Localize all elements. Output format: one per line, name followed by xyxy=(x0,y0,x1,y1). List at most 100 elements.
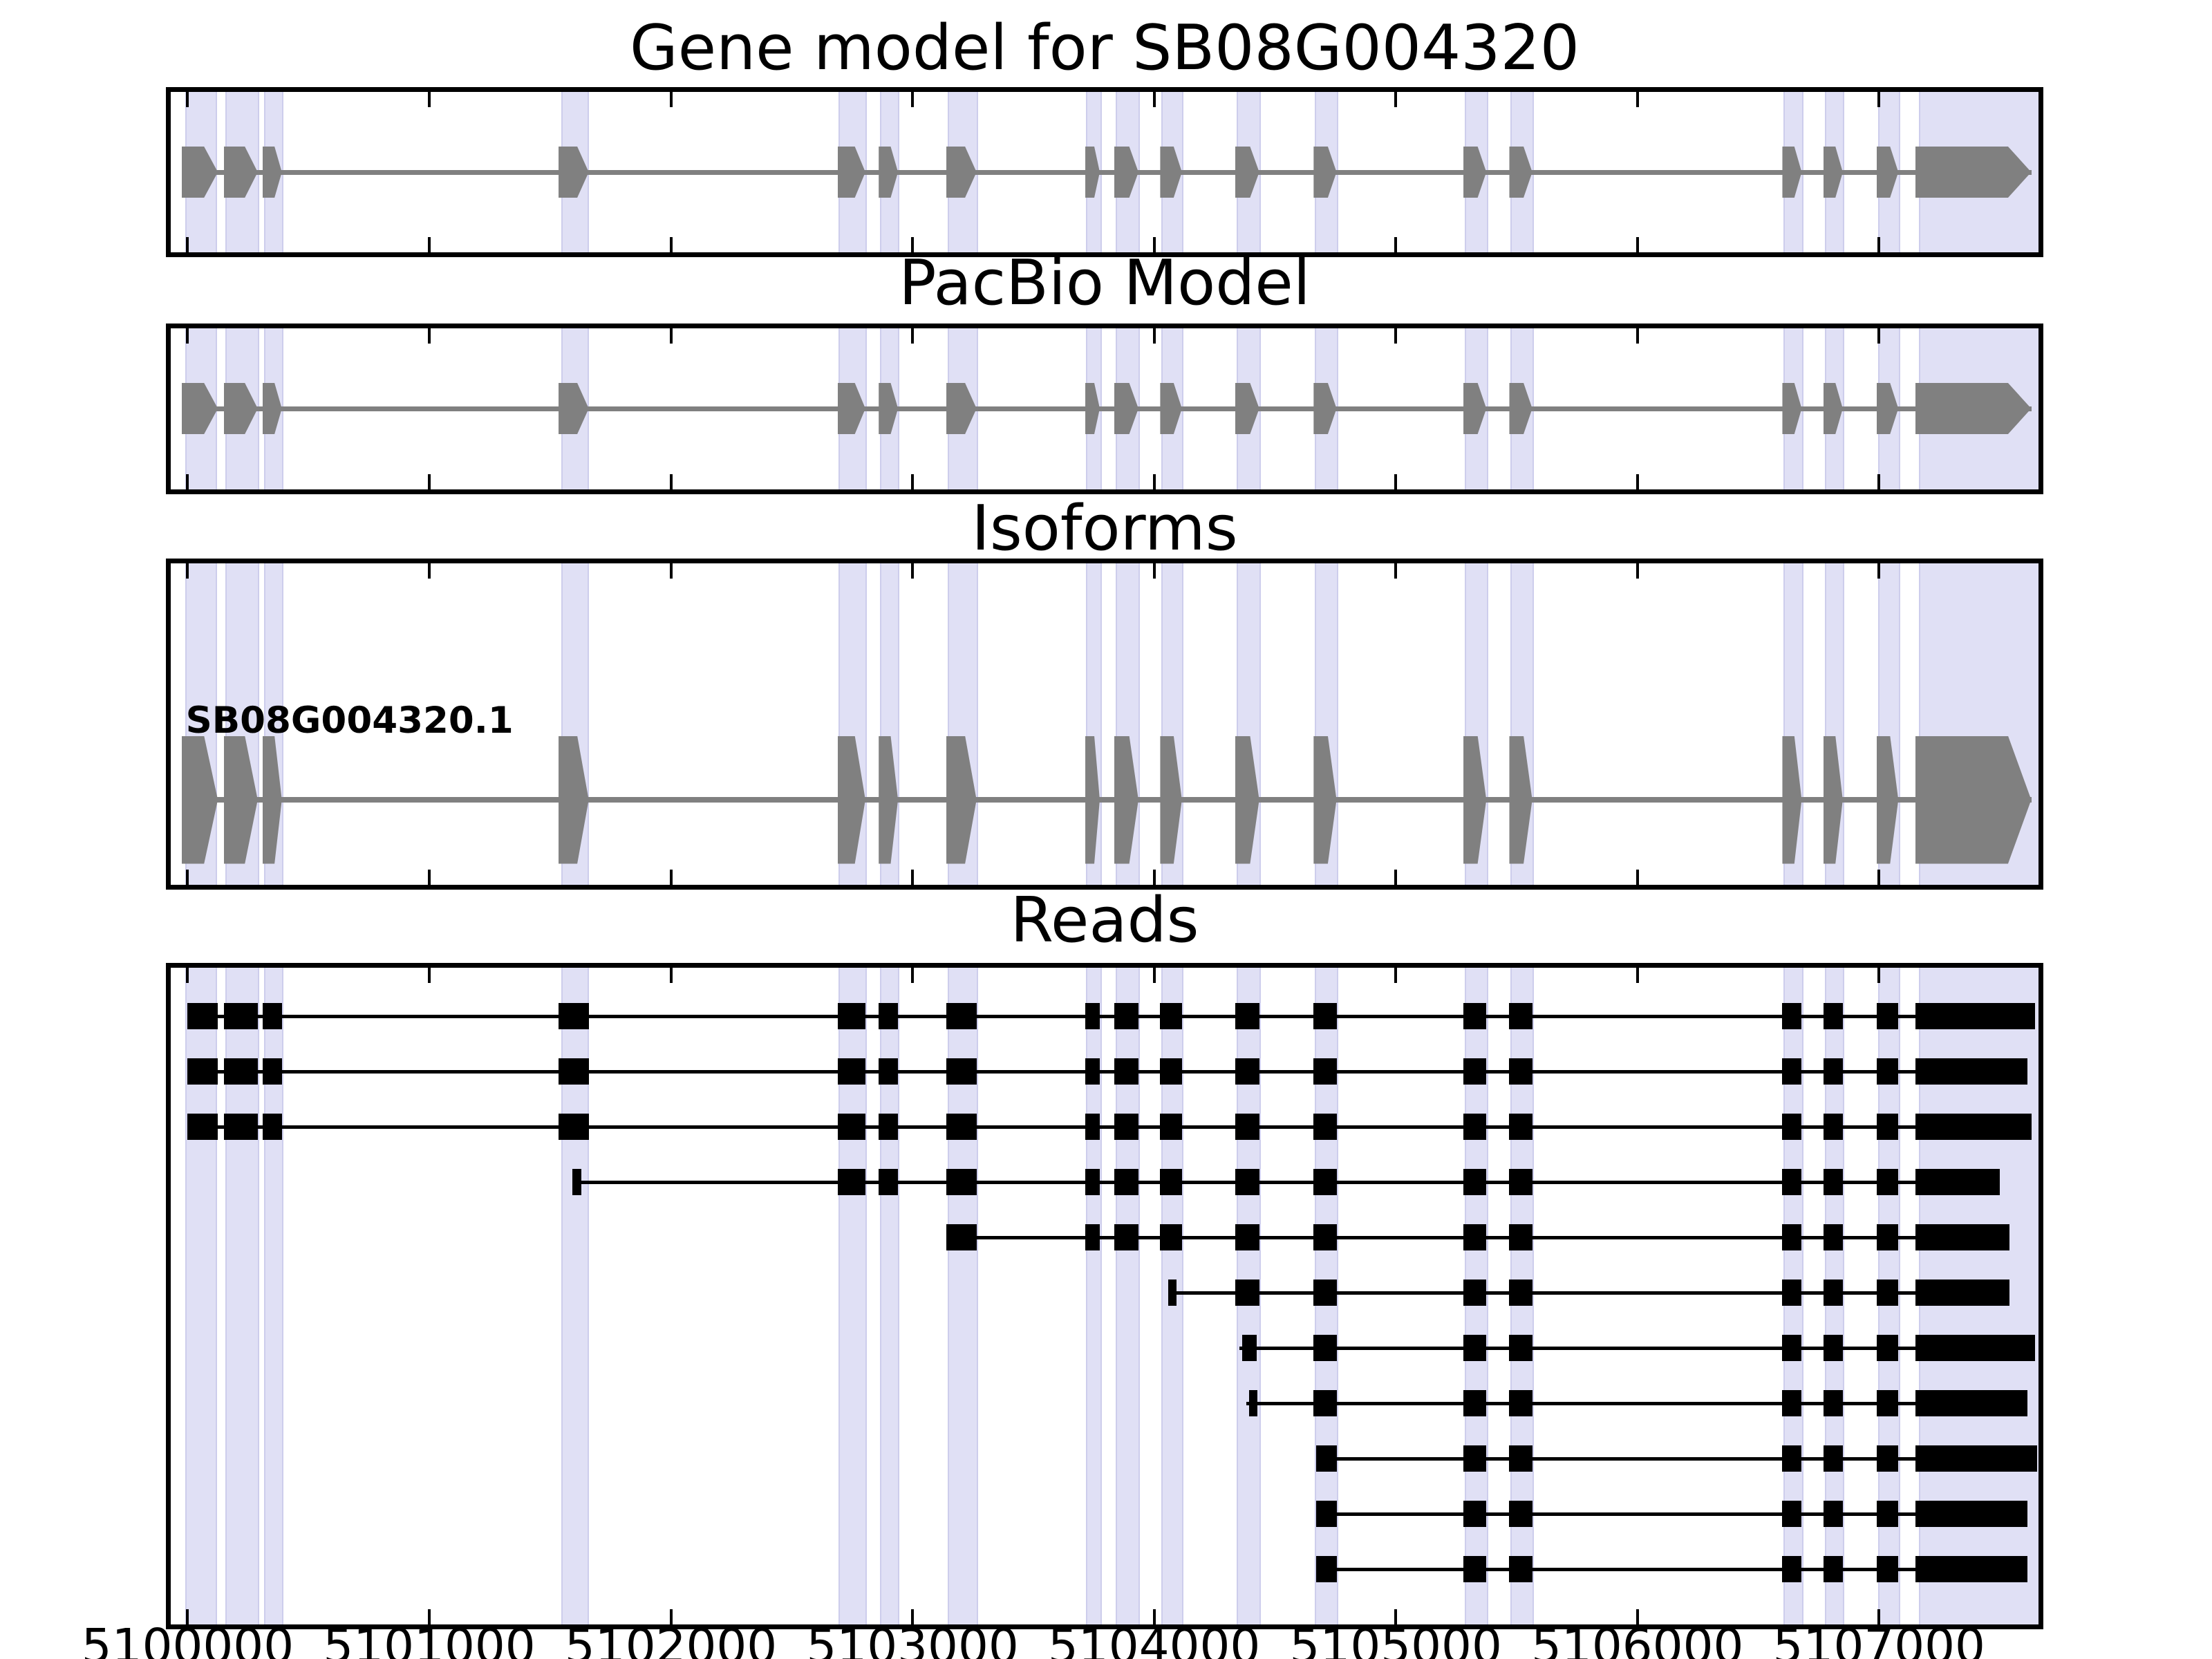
axis-tick xyxy=(911,92,915,107)
read-exon xyxy=(1823,1114,1843,1140)
read-exon xyxy=(879,1114,899,1140)
axis-tick xyxy=(1152,870,1156,885)
axis-tick xyxy=(669,870,673,885)
panel-reads xyxy=(166,963,2043,1629)
axis-tick xyxy=(428,92,431,107)
read-intron-line xyxy=(572,1180,2000,1184)
read-exon xyxy=(1509,1390,1533,1416)
read-exon xyxy=(1509,1280,1533,1306)
axis-tick xyxy=(1394,328,1398,344)
axis-tick xyxy=(1394,1609,1398,1624)
read-exon xyxy=(1235,1224,1259,1250)
axis-tick xyxy=(1877,1609,1881,1624)
axis-tick xyxy=(428,563,431,579)
read-exon xyxy=(1915,1224,2010,1250)
axis-tick xyxy=(911,237,915,252)
read-exon xyxy=(1235,1280,1259,1306)
read-exon xyxy=(1876,1169,1899,1195)
read-exon xyxy=(1463,1280,1487,1306)
read-exon xyxy=(1782,1556,1802,1582)
read-exon xyxy=(1509,1501,1533,1527)
read-exon xyxy=(837,1058,865,1085)
exon xyxy=(1085,383,1100,434)
read-exon xyxy=(1823,1390,1843,1416)
read-exon xyxy=(1915,1501,2028,1527)
read-exon xyxy=(1509,1058,1533,1085)
axis-tick xyxy=(186,1609,189,1624)
read-exon xyxy=(1315,1501,1337,1527)
read-exon xyxy=(879,1003,899,1029)
read-exon xyxy=(1782,1280,1802,1306)
axis-tick xyxy=(186,870,189,885)
read-exon xyxy=(1782,1058,1802,1085)
read-exon xyxy=(1823,1280,1843,1306)
read-exon xyxy=(1876,1224,1899,1250)
exon xyxy=(1085,735,1100,864)
axis-tick xyxy=(1877,870,1881,885)
read-exon xyxy=(223,1003,258,1029)
read-exon xyxy=(1114,1058,1138,1085)
axis-tick xyxy=(911,1609,915,1624)
read-exon xyxy=(1509,1114,1533,1140)
read-exon xyxy=(1463,1556,1487,1582)
axis-tick xyxy=(1877,563,1881,579)
read-exon xyxy=(1313,1390,1337,1416)
read-exon xyxy=(879,1169,899,1195)
axis-tick xyxy=(911,474,915,489)
read-exon xyxy=(1876,1280,1899,1306)
read-exon xyxy=(1463,1114,1487,1140)
read-exon xyxy=(1876,1003,1899,1029)
read-intron-line xyxy=(1315,1456,2038,1461)
axis-tick xyxy=(1394,968,1398,983)
read-exon xyxy=(1915,1058,2028,1085)
axis-tick xyxy=(1152,237,1156,252)
read-exon xyxy=(1313,1335,1337,1361)
intron-line xyxy=(181,406,2032,411)
intron-line xyxy=(181,797,2032,803)
read-exon xyxy=(1876,1556,1899,1582)
axis-tick xyxy=(186,237,189,252)
panel-pacbio-model xyxy=(166,324,2043,494)
axis-tick xyxy=(1635,1609,1639,1624)
read-exon xyxy=(1160,1058,1182,1085)
read-exon xyxy=(1114,1169,1138,1195)
axis-tick xyxy=(186,328,189,344)
read-exon xyxy=(1876,1445,1899,1472)
axis-tick xyxy=(1635,563,1639,579)
read-exon xyxy=(223,1058,258,1085)
read-intron-line xyxy=(1239,1346,2035,1350)
read-intron-line xyxy=(187,1014,2035,1018)
read-exon xyxy=(1782,1390,1802,1416)
read-exon xyxy=(1876,1501,1899,1527)
read-exon xyxy=(1085,1114,1100,1140)
title-isoforms: Isoforms xyxy=(971,492,1238,565)
read-exon xyxy=(837,1003,865,1029)
axis-tick xyxy=(428,968,431,983)
read-exon xyxy=(1915,1445,2038,1472)
read-exon xyxy=(1114,1224,1138,1250)
axis-tick xyxy=(428,328,431,344)
read-exon xyxy=(1315,1556,1337,1582)
axis-tick xyxy=(186,563,189,579)
read-intron-line xyxy=(187,1069,2028,1074)
read-exon xyxy=(837,1114,865,1140)
read-exon xyxy=(1463,1003,1487,1029)
axis-tick xyxy=(1877,92,1881,107)
title-gene-model: Gene model for SB08G004320 xyxy=(629,12,1580,84)
axis-tick xyxy=(1394,237,1398,252)
axis-tick xyxy=(1152,328,1156,344)
read-exon xyxy=(1823,1058,1843,1085)
axis-tick xyxy=(911,328,915,344)
title-pacbio-model: PacBio Model xyxy=(899,247,1311,319)
axis-tick xyxy=(186,474,189,489)
read-exon xyxy=(1463,1390,1487,1416)
read-exon xyxy=(1915,1280,2010,1306)
read-exon xyxy=(1463,1501,1487,1527)
axis-tick xyxy=(186,968,189,983)
axis-tick xyxy=(1635,474,1639,489)
read-exon xyxy=(837,1169,865,1195)
axis-tick xyxy=(428,474,431,489)
axis-tick xyxy=(669,237,673,252)
read-exon xyxy=(1782,1114,1802,1140)
axis-tick xyxy=(186,92,189,107)
